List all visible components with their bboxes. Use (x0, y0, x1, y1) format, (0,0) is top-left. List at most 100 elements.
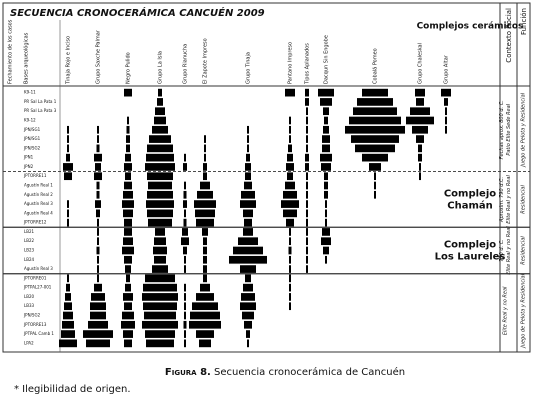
frequency-bar (203, 237, 207, 246)
frequency-bar (196, 293, 214, 301)
frequency-bar (246, 153, 250, 162)
frequency-bar (321, 237, 331, 246)
frequency-bar (97, 135, 99, 143)
frequency-bar (306, 181, 308, 190)
frequency-bar (144, 311, 176, 320)
frequency-bar (244, 320, 252, 329)
frequency-bar (445, 125, 447, 134)
column-header: Grupo La Isla (158, 51, 164, 84)
frequency-bar (183, 320, 187, 329)
context-text: Patio Elite Sede Real (506, 103, 512, 155)
frequency-bar (345, 125, 405, 134)
frequency-bar (349, 116, 401, 125)
frequency-bar (155, 228, 165, 236)
column-header: Tinaja Rojo e Inciso (66, 36, 72, 85)
column-header: Grupo Saxche Palmar (96, 29, 102, 84)
frequency-bar (94, 172, 102, 181)
context-header: Contexto Social (505, 8, 513, 63)
frequency-bar (192, 302, 218, 311)
frequency-bar (355, 144, 395, 153)
frequency-bar (318, 88, 334, 97)
column-header: Grupo Rianucha (183, 44, 189, 84)
frequency-bar (289, 265, 291, 273)
column-header: Grupo Chaleskal (418, 43, 424, 84)
frequency-bar (324, 190, 328, 199)
caption-text: Secuencia cronocerámica de Cancuén (214, 366, 405, 378)
frequency-bar (184, 330, 186, 338)
frequency-bar (245, 274, 251, 283)
column-header: Tipos Aplanados (305, 43, 311, 85)
row-label: JPN/SG1 (23, 136, 41, 141)
frequency-bar (243, 283, 253, 292)
frequency-bar (289, 116, 291, 125)
context-text: Fechas aprox. 800 d. C. (499, 100, 505, 159)
row-label: JPN/SG2 (23, 145, 41, 150)
function-text: Juego de Pelota y Residencial (521, 92, 527, 167)
frequency-bar (196, 330, 214, 338)
frequency-bar (306, 218, 308, 227)
frequency-bar (183, 190, 187, 199)
row-label: JPN/SG1 (23, 127, 41, 132)
column-header: Negro Pulido (126, 52, 132, 84)
frequency-bar (124, 228, 132, 236)
frequency-bar (362, 153, 388, 162)
context-text: Elite Real y no Real (506, 226, 512, 275)
context-text: Elite Real y no Real (506, 175, 512, 224)
frequency-bar (124, 88, 132, 97)
frequency-bar (288, 144, 292, 153)
frequency-bar (419, 163, 421, 171)
frequency-bar (190, 311, 220, 320)
frequency-bar (143, 283, 177, 292)
frequency-bar (97, 237, 99, 246)
frequency-bar (67, 135, 69, 143)
frequency-bar (142, 320, 178, 329)
frequency-bar (154, 237, 166, 246)
frequency-bar (306, 116, 308, 125)
row-label: Agustín Real 3 (24, 266, 53, 271)
row-label: JPTPAL27-001 (23, 285, 52, 290)
frequency-bar (242, 311, 254, 320)
frequency-bar (286, 163, 294, 171)
frequency-bar (147, 190, 173, 199)
frequency-bar (121, 320, 135, 329)
frequency-bar (124, 163, 132, 171)
frequency-bar (124, 255, 132, 264)
frequency-bar (194, 200, 216, 208)
frequency-bar (203, 265, 207, 273)
column-header: Dacqun Sin Engobe (324, 35, 330, 84)
frequency-bar (289, 237, 291, 246)
frequency-bar (323, 246, 329, 255)
frequency-bar (203, 163, 207, 171)
frequency-bar (181, 237, 189, 246)
frequency-bar (97, 125, 99, 134)
frequency-bar (184, 265, 186, 273)
frequency-bar (96, 246, 100, 255)
frequency-bar (96, 190, 100, 199)
frequency-bar (149, 135, 171, 143)
frequency-bar (153, 246, 167, 255)
frequency-bar (306, 135, 308, 143)
frequency-bar (146, 200, 174, 208)
frequency-bar (204, 153, 206, 162)
frequency-bar (416, 98, 424, 106)
frequency-bar (415, 88, 425, 97)
frequency-bar (246, 330, 250, 338)
column-header: Grupo Altar (444, 54, 450, 84)
frequency-bar (247, 144, 249, 153)
frequency-bar (182, 228, 188, 236)
frequency-bar (305, 163, 309, 171)
frequency-bar (197, 190, 213, 199)
frequency-bar (122, 246, 134, 255)
frequency-bar (122, 200, 134, 208)
frequency-bar (306, 125, 308, 134)
frequency-bar (418, 153, 422, 162)
frequency-bar (146, 339, 174, 348)
frequency-bar (306, 265, 308, 273)
frequency-bar (306, 237, 308, 246)
frequency-bar (126, 144, 130, 153)
frequency-bar (320, 153, 332, 162)
frequency-bar (155, 107, 165, 116)
frequency-bar (306, 144, 308, 153)
complex-label: Los Laureles (435, 252, 506, 263)
frequency-bar (67, 200, 69, 208)
